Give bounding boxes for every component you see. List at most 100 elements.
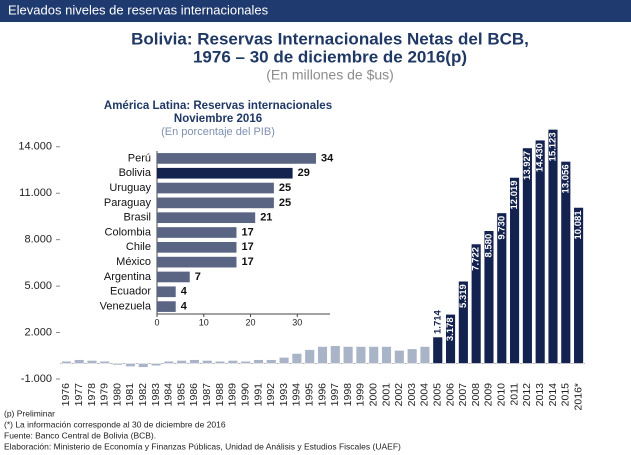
x-tick-label: 2007 [457, 383, 469, 407]
x-tick-label: 1999 [355, 383, 367, 407]
x-tick-label: 2005 [432, 383, 444, 407]
y-tick-label: Venezuela [100, 300, 152, 312]
x-tick-label: 2001 [380, 383, 392, 407]
bar [560, 161, 571, 364]
note: (*) La información corresponde al 30 de … [4, 419, 226, 429]
bar [381, 346, 392, 364]
x-tick-label: 1994 [291, 383, 303, 407]
bar [157, 182, 274, 194]
x-tick-label: 1995 [303, 383, 315, 407]
inset-subtitle: (En porcentaje del PIB) [161, 126, 275, 138]
bar [157, 197, 274, 209]
bar [458, 280, 469, 364]
x-tick-label: 1976 [60, 383, 72, 407]
bar [355, 346, 367, 364]
bar [291, 353, 303, 364]
x-tick-label: 1990 [239, 383, 251, 407]
data-label: 4 [181, 286, 188, 298]
bar [522, 147, 533, 364]
data-label: 8.580 [483, 234, 494, 258]
x-tick-label: 1986 [188, 383, 200, 407]
bar [368, 346, 379, 364]
y-tick-label: Brasil [123, 212, 151, 224]
x-tick-label: 2016* [572, 383, 584, 410]
y-tick-label: Paraguay [104, 197, 152, 209]
data-label: 17 [241, 241, 253, 253]
x-tick-label: 1982 [137, 383, 149, 407]
x-tick-label: 1979 [99, 383, 111, 407]
bar [61, 360, 72, 364]
bar [157, 241, 237, 253]
note: Fuente: Banco Central de Bolivia (BCB). [4, 430, 156, 440]
x-tick-label: 1987 [201, 383, 213, 407]
y-tick-label: México [116, 256, 151, 268]
x-tick-label: 0 [154, 317, 159, 327]
data-label: 17 [241, 256, 253, 268]
y-tick-label: -1.000 [21, 373, 52, 385]
x-tick-label: 2000 [368, 383, 380, 407]
bar [157, 301, 176, 312]
x-tick-label: 1997 [329, 383, 341, 407]
data-label: 1.714 [432, 309, 443, 333]
x-tick-label: 2015 [560, 383, 572, 407]
data-label: 7.722 [471, 247, 482, 271]
x-tick-label: 1983 [150, 383, 162, 407]
data-label: 29 [298, 167, 310, 179]
data-label: 25 [279, 197, 291, 209]
bar [157, 286, 176, 298]
x-tick-label: 2010 [496, 383, 508, 407]
header: Elevados niveles de reservas internacion… [8, 2, 269, 17]
x-tick-label: 30 [292, 317, 302, 327]
y-tick-label: Ecuador [110, 286, 151, 298]
data-label: 34 [321, 152, 334, 164]
bar [483, 230, 495, 364]
bar [176, 360, 187, 364]
y-tick-label: 14.000 [18, 141, 52, 153]
bar [99, 360, 110, 364]
x-tick-label: 1981 [124, 383, 136, 407]
x-tick-label: 1978 [86, 383, 98, 407]
x-tick-label: 1991 [252, 383, 264, 407]
bar [189, 359, 200, 364]
bar [157, 256, 237, 268]
x-tick-label: 2009 [483, 383, 495, 407]
data-label: 14.430 [535, 143, 546, 172]
bar [470, 243, 482, 364]
bar [150, 363, 162, 367]
bar [157, 167, 293, 179]
chart-title: 1976 – 30 de diciembre de 2016(p) [193, 47, 467, 66]
bar [240, 360, 251, 364]
x-tick-label: 10 [199, 317, 209, 327]
note: (p) Preliminar [4, 408, 55, 418]
x-tick-label: 1998 [342, 383, 354, 407]
bar [573, 207, 584, 364]
y-tick-label: 5.000 [24, 280, 52, 292]
x-tick-label: 2012 [521, 383, 533, 407]
data-label: 9.730 [496, 216, 507, 240]
x-tick-label: 1992 [265, 383, 277, 407]
x-tick-label: 1977 [73, 383, 85, 407]
bar [266, 359, 277, 364]
x-tick-label: 2006 [444, 383, 456, 407]
x-tick-label: 1989 [227, 383, 239, 407]
inset-title: América Latina: Reservas internacionales [104, 100, 332, 112]
bar [157, 271, 190, 283]
y-tick-label: Argentina [104, 271, 152, 283]
bar [125, 363, 136, 367]
bar [496, 212, 507, 364]
bar [419, 346, 431, 364]
bar [547, 129, 559, 364]
bar [330, 345, 341, 364]
bar [304, 349, 315, 364]
bar [342, 346, 354, 364]
x-tick-label: 2011 [508, 383, 520, 406]
data-label: 3.178 [445, 317, 456, 341]
bar [394, 350, 405, 364]
bar [157, 212, 256, 224]
x-tick-label: 2002 [393, 383, 405, 407]
x-tick-label: 1996 [316, 383, 328, 407]
data-label: 25 [279, 182, 291, 194]
bar [112, 363, 123, 366]
x-tick-label: 1985 [175, 383, 187, 407]
header-bar [0, 0, 631, 22]
